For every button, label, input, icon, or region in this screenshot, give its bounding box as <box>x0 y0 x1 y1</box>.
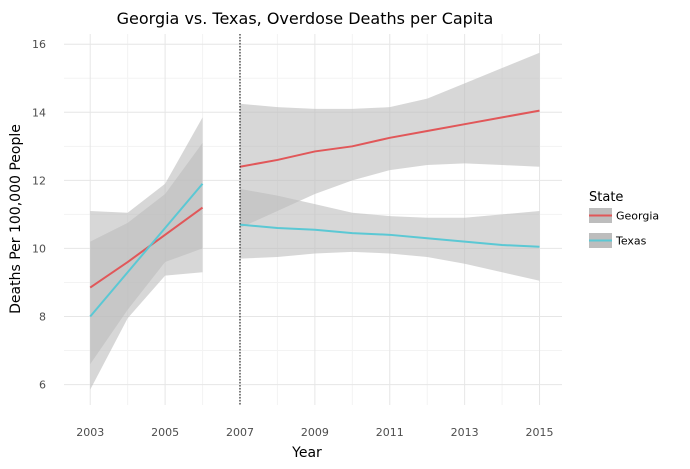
y-tick-label: 10 <box>32 242 46 255</box>
x-tick-label: 2003 <box>76 426 104 439</box>
x-axis-label: Year <box>291 445 322 461</box>
y-axis-ticks: 6 8 10 12 14 16 <box>32 38 46 391</box>
legend: State Georgia Texas <box>589 190 659 248</box>
confidence-band-texas <box>90 117 203 390</box>
confidence-band-georgia <box>239 52 540 229</box>
series-line-texas <box>89 183 204 318</box>
x-tick-label: 2015 <box>526 426 554 439</box>
legend-label-texas: Texas <box>615 235 647 248</box>
y-tick-label: 12 <box>32 174 46 187</box>
series-lines <box>89 109 540 318</box>
x-tick-label: 2007 <box>226 426 254 439</box>
x-tick-label: 2013 <box>451 426 479 439</box>
chart-title: Georgia vs. Texas, Overdose Deaths per C… <box>117 9 494 28</box>
y-tick-label: 16 <box>32 38 46 51</box>
y-tick-label: 14 <box>32 106 46 119</box>
legend-label-georgia: Georgia <box>616 210 659 223</box>
x-tick-label: 2011 <box>376 426 404 439</box>
y-tick-label: 6 <box>39 379 46 392</box>
series-line-texas <box>239 223 540 248</box>
y-tick-label: 8 <box>39 311 46 324</box>
x-tick-label: 2005 <box>151 426 179 439</box>
y-axis-label: Deaths Per 100,000 People <box>8 124 24 314</box>
x-tick-label: 2009 <box>301 426 329 439</box>
series-line-georgia <box>89 206 204 289</box>
legend-title: State <box>589 190 623 205</box>
x-axis-ticks: 2003 2005 2007 2009 2011 2013 2015 <box>76 426 553 439</box>
series-line-georgia <box>239 109 540 168</box>
